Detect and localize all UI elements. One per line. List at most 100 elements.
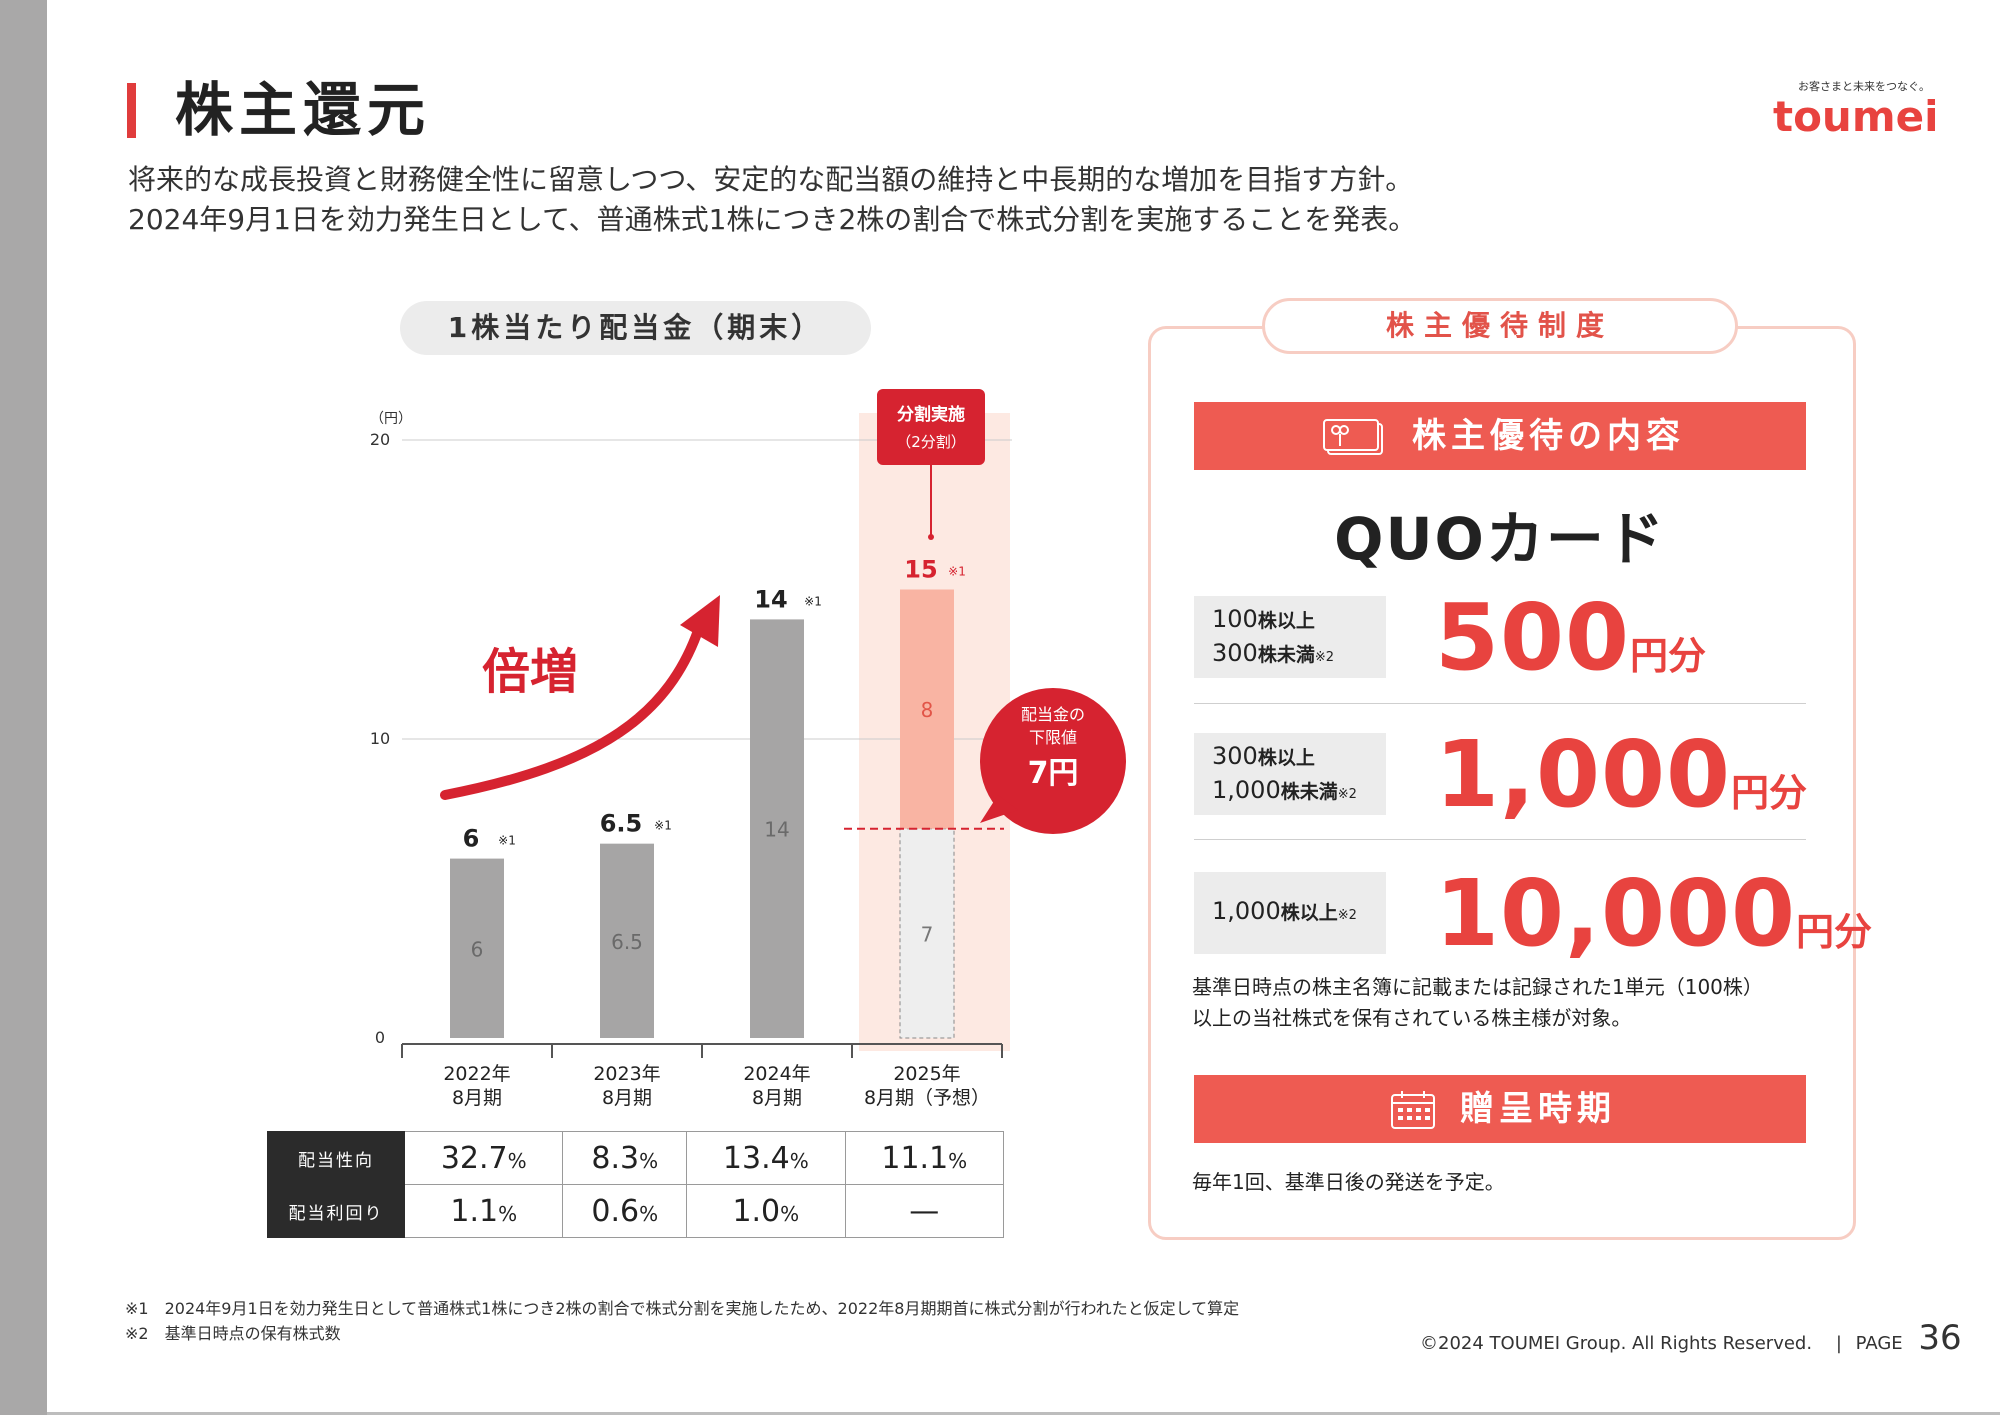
row-header: 配当利回り — [267, 1184, 405, 1238]
bar-inner-label: 6 — [471, 937, 484, 961]
x-tick-label: 8月期 — [452, 1087, 502, 1109]
tier-min-suffix: 株以上 — [1280, 902, 1338, 924]
page-label: PAGE — [1855, 1333, 1903, 1354]
y-tick-label: 10 — [370, 729, 390, 748]
side-accent-bar — [0, 0, 47, 1415]
tier-condition: 1,000株以上※2 — [1194, 872, 1386, 954]
tier-max-suffix: 株未満 — [1280, 781, 1338, 803]
bar-value-label: 15 — [904, 556, 937, 584]
page-divider: | — [1835, 1333, 1842, 1354]
tier-reward: 500円分 — [1435, 584, 1706, 691]
cell-unit: % — [639, 1201, 659, 1226]
gift-card-icon — [1323, 419, 1383, 455]
footnote-2: ※2 基準日時点の保有株式数 — [125, 1324, 341, 1343]
growth-label: 倍増 — [482, 644, 578, 700]
x-tick-label: 8月期 — [752, 1087, 802, 1109]
cell-unit: % — [639, 1148, 659, 1173]
cell-value: 13.4 — [722, 1140, 790, 1176]
page-number: 36 — [1918, 1318, 1962, 1358]
bar-inner-label: 8 — [921, 698, 934, 722]
intro-line-2: 2024年9月1日を効力発生日として、普通株式1株につき2株の割合で株式分割を実… — [128, 203, 1417, 236]
y-tick-label: 20 — [370, 430, 390, 449]
x-tick-label: 2023年 — [593, 1063, 660, 1085]
tier-min-suffix: 株以上 — [1257, 747, 1315, 769]
x-tick-label: 2025年 — [893, 1063, 960, 1085]
floor-bubble-tail — [980, 795, 1018, 823]
bar-note-mark: ※1 — [948, 565, 966, 579]
tier-condition: 100株以上 300株未満※2 — [1194, 596, 1386, 678]
timing-header: 贈呈時期 — [1194, 1075, 1806, 1143]
x-tick-label: 8月期 — [602, 1087, 652, 1109]
table-cell: 32.7% — [403, 1131, 564, 1185]
split-badge — [877, 389, 985, 465]
benefit-product: QUOカード — [1334, 505, 1666, 573]
table-cell: — — [844, 1184, 1005, 1238]
y-axis-unit: （円） — [370, 411, 412, 427]
timing-note: 毎年1回、基準日後の発送を予定。 — [1192, 1170, 1505, 1194]
split-badge-line1: 分割実施 — [897, 404, 965, 425]
x-tick-label: 2022年 — [443, 1063, 510, 1085]
cell-unit: % — [789, 1148, 809, 1173]
bar-note-mark: ※1 — [804, 594, 822, 608]
cell-unit: % — [780, 1201, 800, 1226]
tier-line-1: 300株以上 — [1212, 740, 1386, 774]
cell-value: 11.1 — [881, 1140, 949, 1176]
timing-title: 贈呈時期 — [1460, 1089, 1616, 1129]
cell-unit: % — [507, 1148, 527, 1173]
tier-reward-unit: 円分 — [1630, 634, 1707, 678]
cell-unit: % — [948, 1148, 968, 1173]
cell-value: 1.0 — [732, 1193, 781, 1229]
metrics-table: 配当性向 32.7% 8.3% 13.4% 11.1% 配当利回り 1.1% 0.6% 1.0%… — [267, 1131, 1005, 1238]
floor-bubble-line2: 下限値 — [1029, 728, 1077, 747]
calendar-icon — [1391, 1091, 1435, 1129]
tier-reward-amount: 1,000 — [1435, 721, 1732, 828]
growth-arrow-head — [680, 595, 720, 647]
table-cell: 0.6% — [562, 1184, 688, 1238]
bar-value-label: 6.5 — [600, 810, 643, 838]
tier-line-1: 1,000株以上※2 — [1212, 895, 1386, 932]
tier-reward: 10,000円分 — [1435, 860, 1872, 967]
bar — [600, 843, 654, 1038]
bar — [750, 619, 804, 1038]
benefit-content-title: 株主優待の内容 — [1412, 416, 1685, 456]
tier-reward-unit: 円分 — [1731, 771, 1808, 815]
bottom-rule — [47, 1412, 2000, 1415]
tier-separator — [1194, 839, 1806, 840]
bar-note-mark: ※1 — [654, 819, 672, 833]
page-title: 株主還元 — [175, 76, 432, 144]
split-badge-dot — [928, 534, 934, 540]
floor-bubble — [980, 688, 1126, 834]
table-cell: 13.4% — [686, 1131, 846, 1185]
bar-forecast-increase — [900, 589, 954, 829]
cell-value: 32.7 — [440, 1140, 508, 1176]
bar-note-mark: ※1 — [498, 834, 516, 848]
tier-condition: 300株以上 1,000株未満※2 — [1194, 733, 1386, 815]
cell-unit: % — [498, 1201, 518, 1226]
copyright-text: ©2024 TOUMEI Group. All Rights Reserved. — [1420, 1333, 1813, 1354]
tier-min-suffix: 株以上 — [1257, 610, 1315, 632]
benefit-content-header: 株主優待の内容 — [1194, 402, 1806, 470]
table-cell: 1.1% — [403, 1184, 564, 1238]
bar — [450, 858, 504, 1038]
bar-inner-label: 6.5 — [611, 930, 643, 954]
split-badge-line2: （2分割） — [896, 433, 966, 451]
eligibility-line-2: 以上の当社株式を保有されている株主様が対象。 — [1192, 1006, 1632, 1030]
bar-inner-label: 7 — [921, 922, 934, 946]
table-cell: 1.0% — [686, 1184, 846, 1238]
bar-forecast-base — [899, 828, 955, 1039]
toumei-logo: toumei — [1773, 92, 1939, 141]
row-header: 配当性向 — [267, 1131, 405, 1185]
x-tick-label: 2024年 — [743, 1063, 810, 1085]
benefit-panel-tab: 株主優待制度 — [1262, 298, 1738, 354]
tier-max-suffix: 株未満 — [1257, 644, 1315, 666]
tier-min-shares: 1,000 — [1212, 897, 1281, 925]
title-accent-bar — [127, 83, 136, 138]
tier-reward-amount: 500 — [1435, 584, 1631, 691]
tier-reward-unit: 円分 — [1796, 910, 1873, 954]
bar-inner-label: 14 — [764, 818, 789, 842]
tier-note-mark: ※2 — [1337, 787, 1357, 802]
floor-bubble-line1: 配当金の — [1021, 705, 1085, 724]
table-cell: 11.1% — [844, 1131, 1005, 1185]
y-tick-label: 0 — [375, 1028, 385, 1047]
